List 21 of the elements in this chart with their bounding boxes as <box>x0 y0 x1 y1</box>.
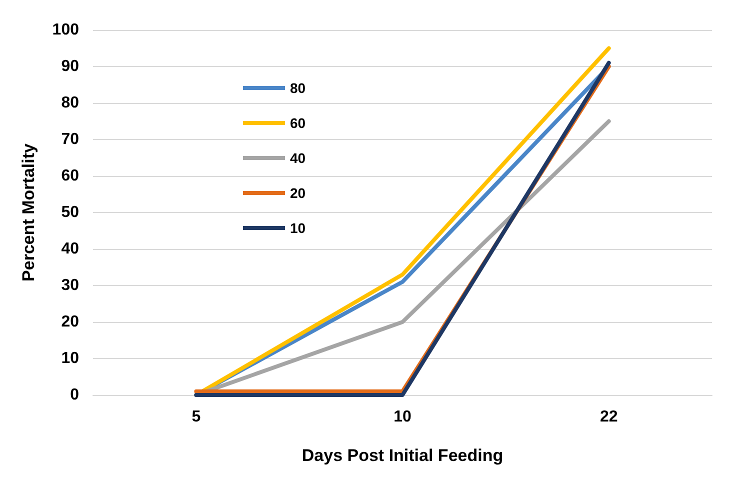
y-tick-label: 60 <box>61 168 80 184</box>
y-tick-label: 0 <box>70 386 80 404</box>
legend-label: 20 <box>290 185 306 201</box>
y-tick-label: 100 <box>52 22 80 38</box>
legend-label: 60 <box>290 115 306 131</box>
y-tick-label: 80 <box>61 94 80 112</box>
y-tick-label: 10 <box>61 350 80 367</box>
y-tick-label: 40 <box>61 240 80 258</box>
y-tick-label: 20 <box>61 314 80 330</box>
y-tick-label: 70 <box>61 131 80 148</box>
y-axis-title: Percent Mortality <box>19 143 38 282</box>
legend-label: 40 <box>290 150 306 166</box>
legend-label: 10 <box>290 220 306 236</box>
y-tick-label: 50 <box>61 204 80 221</box>
x-tick-label: 5 <box>192 408 201 426</box>
legend-label: 80 <box>290 80 306 96</box>
x-axis-title: Days Post Initial Feeding <box>302 446 504 465</box>
x-tick-label: 10 <box>394 408 412 426</box>
y-tick-label: 30 <box>61 277 80 294</box>
x-tick-label: 22 <box>600 408 618 426</box>
y-tick-label: 90 <box>61 58 80 75</box>
